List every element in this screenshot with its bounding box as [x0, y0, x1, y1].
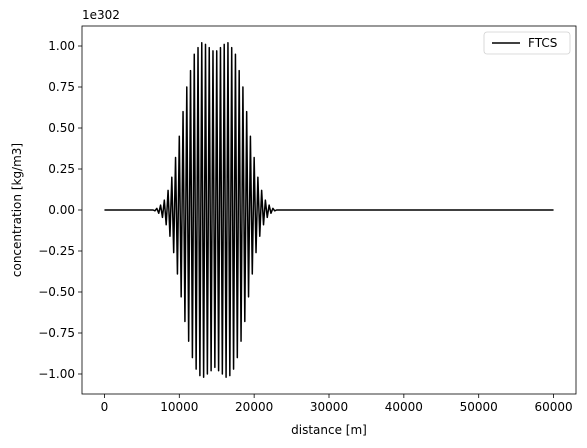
- y-tick-label: 0.50: [48, 121, 75, 135]
- y-tick-label: 1.00: [48, 39, 75, 53]
- y-axis-label: concentration [kg/m3]: [10, 143, 24, 277]
- y-tick-label: −0.75: [38, 326, 75, 340]
- y-tick-label: 0.00: [48, 203, 75, 217]
- x-tick-label: 30000: [310, 400, 348, 414]
- y-tick-label: −0.50: [38, 285, 75, 299]
- x-tick-label: 10000: [160, 400, 198, 414]
- x-tick-label: 0: [101, 400, 109, 414]
- x-tick-label: 60000: [534, 400, 572, 414]
- legend-box: [483, 31, 571, 55]
- x-axis-label: distance [m]: [291, 423, 367, 437]
- x-tick-label: 40000: [385, 400, 423, 414]
- y-tick-label: −1.00: [38, 367, 75, 381]
- offset-label: 1e302: [82, 8, 120, 22]
- x-tick-label: 50000: [460, 400, 498, 414]
- x-tick-label: 20000: [235, 400, 273, 414]
- y-tick-label: 0.75: [48, 80, 75, 94]
- line-series: [104, 41, 554, 379]
- y-tick-label: 0.25: [48, 162, 75, 176]
- y-tick-label: −0.25: [38, 244, 75, 258]
- legend-label: FTCS: [528, 36, 557, 50]
- plot-frame: [81, 25, 577, 395]
